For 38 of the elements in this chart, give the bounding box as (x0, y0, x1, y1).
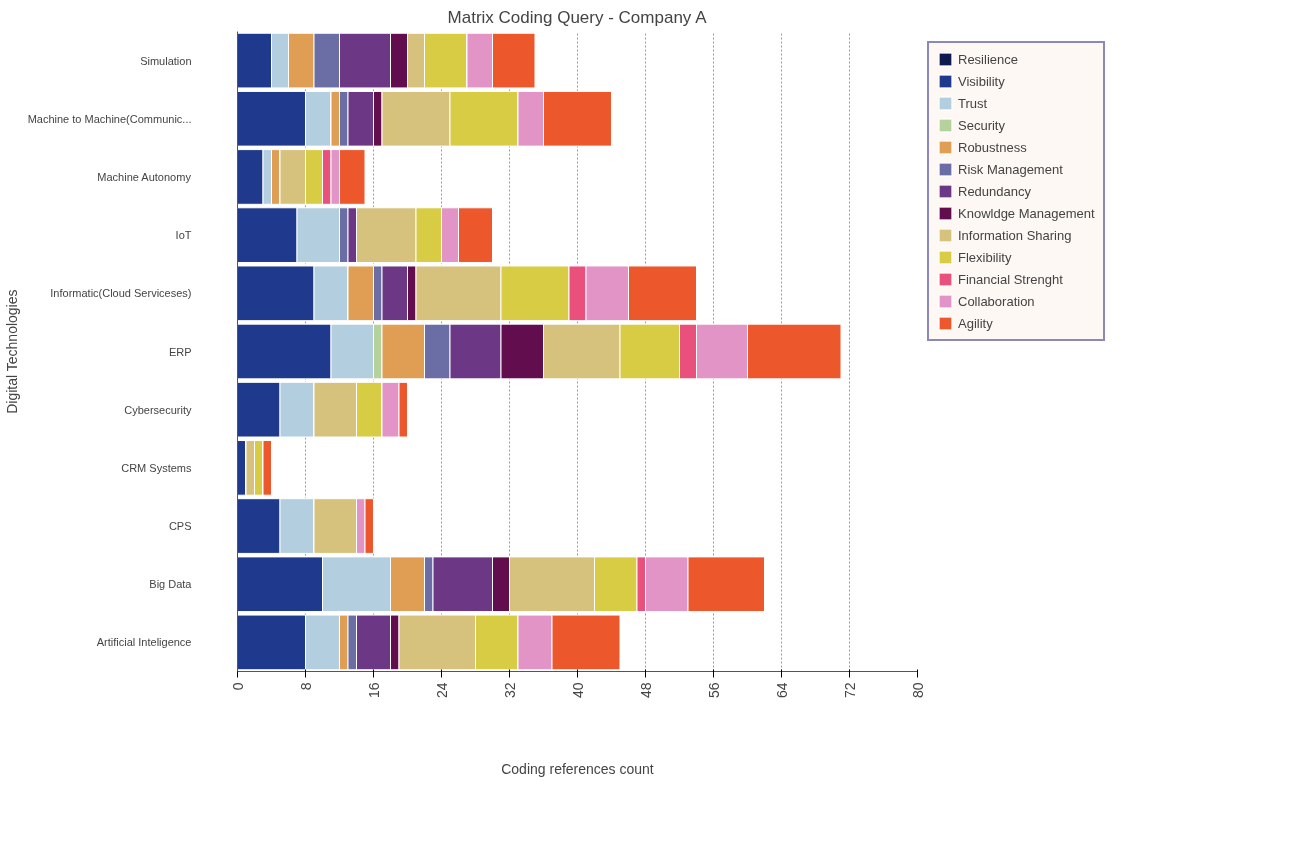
x-tick-label: 56 (705, 682, 722, 699)
y-tick-label: Machine Autonomy (97, 170, 192, 183)
y-tick-label: IoT (175, 229, 192, 242)
y-tick-label: Machine to Machine(Communic... (27, 112, 192, 125)
y-tick-label: ERP (168, 345, 192, 358)
legend-label: Collaboration (958, 293, 1035, 309)
x-tick-label: 72 (841, 682, 858, 699)
legend-label: Visibility (958, 73, 1005, 89)
y-tick-label: CPS (168, 520, 192, 533)
x-tick-label: 24 (433, 682, 450, 699)
x-tick-label: 48 (637, 682, 654, 699)
legend-label: Knowldge Management (958, 205, 1095, 221)
x-tick-label: 16 (365, 682, 382, 699)
y-tick-label: CRM Systems (121, 461, 192, 474)
y-tick-label: Big Data (149, 578, 193, 591)
x-tick-label: 0 (229, 682, 246, 691)
y-tick-label: Informatic(Cloud Serviceses) (50, 287, 192, 300)
x-tick-label: 32 (501, 682, 518, 699)
y-tick-label: Artificial Inteligence (96, 636, 192, 649)
legend-label: Redundancy (958, 183, 1031, 199)
x-tick-label: 40 (569, 682, 586, 699)
legend-label: Financial Strenght (958, 271, 1063, 287)
legend-label: Security (958, 117, 1005, 133)
x-tick-label: 80 (909, 682, 926, 699)
y-tick-label: Cybersecurity (124, 403, 192, 416)
legend-label: Information Sharing (958, 227, 1072, 243)
legend-label: Trust (958, 95, 988, 111)
chart-title: Matrix Coding Query - Company A (447, 7, 708, 27)
x-axis-title: Coding references count (501, 761, 654, 778)
legend-label: Agility (958, 315, 993, 331)
legend-label: Flexibility (958, 249, 1012, 265)
legend-label: Resilience (958, 51, 1018, 67)
y-axis-title: Digital Technologies (3, 289, 20, 414)
x-tick-label: 8 (297, 682, 314, 691)
x-tick-label: 64 (773, 682, 790, 699)
legend-label: Risk Management (958, 161, 1063, 177)
legend-label: Robustness (958, 139, 1027, 155)
y-tick-label: Simulation (140, 54, 192, 67)
